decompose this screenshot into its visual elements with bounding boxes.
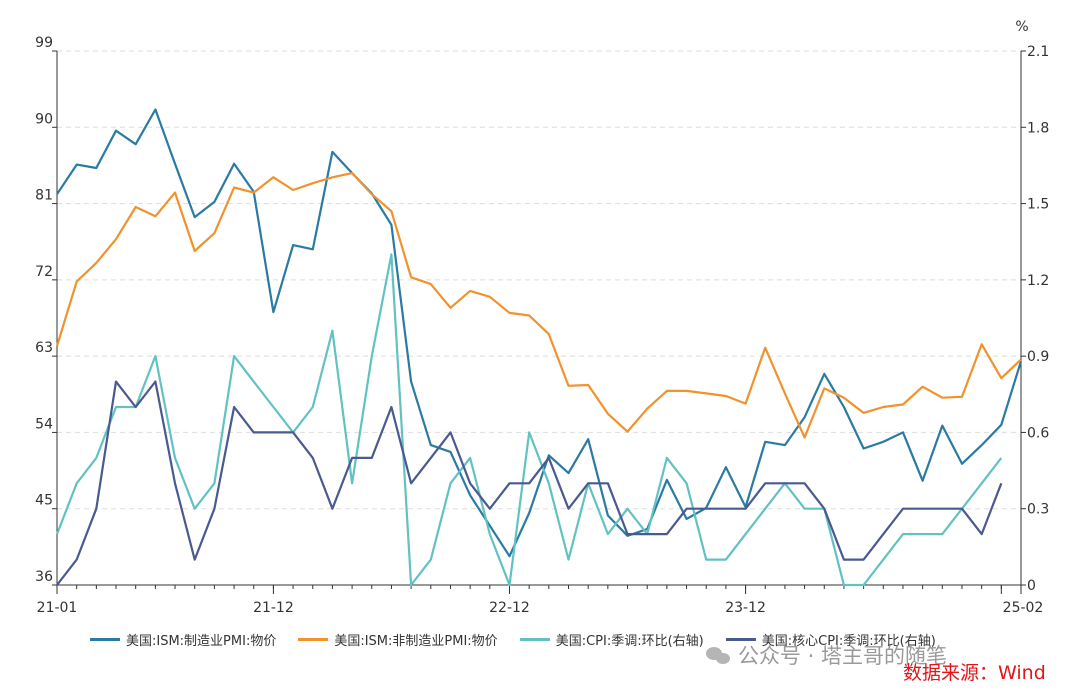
series-line-2: [55, 172, 1022, 439]
legend-item-1: 美国:ISM:制造业PMI:物价: [90, 630, 276, 649]
legend-item-3: 美国:CPI:季调:环比(右轴): [519, 630, 704, 649]
right-tick-label: 0: [1027, 578, 1036, 594]
left-tick-label: 99: [35, 35, 53, 51]
right-tick-label: 0.9: [1027, 349, 1049, 365]
watermark-text: 公众号 · 塔主哥的随笔: [738, 644, 948, 668]
legend-swatch: [519, 638, 550, 641]
left-tick-label: 63: [35, 340, 53, 356]
legend-swatch: [90, 638, 120, 641]
right-tick-label: 1.2: [1027, 273, 1049, 289]
left-tick-label: 45: [35, 493, 53, 509]
right-tick-label: 1.8: [1027, 120, 1049, 136]
watermark: 公众号 · 塔主哥的随笔: [706, 640, 947, 670]
gridlines: [57, 50, 1021, 510]
right-tick-label: 1.5: [1027, 197, 1049, 213]
axes: 36 45 54 63 72 81 90 99 0 0.3 0.6 0.9 1.2 1.5 1.8 2.1 21…: [35, 35, 1049, 616]
x-tick-label: 22-12: [489, 600, 530, 616]
x-tick-label: 25-02: [1003, 600, 1044, 616]
left-tick-label: 90: [35, 111, 53, 127]
x-tick-label: 23-12: [725, 600, 766, 616]
wechat-icon: [706, 645, 732, 665]
series-lines: [55, 108, 1023, 587]
legend-swatch: [298, 638, 329, 641]
legend-item-2: 美国:ISM:非制造业PMI:物价: [298, 630, 498, 649]
data-source: 数据来源：Wind: [903, 662, 1046, 684]
line-chart: 36 45 54 63 72 81 90 99 0 0.3 0.6 0.9 1.2 1.5 1.8 2.1 21…: [35, 19, 1049, 616]
right-tick-label: 0.3: [1027, 502, 1049, 518]
right-tick-label: 2.1: [1027, 44, 1049, 60]
series-line-4: [56, 380, 1003, 586]
legend-label: 美国:CPI:季调:环比(右轴): [555, 634, 704, 649]
x-tick-label: 21-12: [253, 600, 294, 616]
legend: 美国:ISM:制造业PMI:物价 美国:ISM:非制造业PMI:物价 美国:CPI:…: [90, 630, 936, 649]
x-tick-label: 21-01: [37, 600, 78, 616]
left-tick-label: 54: [35, 416, 53, 432]
left-tick-label: 81: [35, 188, 53, 204]
series-line-1: [56, 108, 1023, 558]
legend-label: 美国:ISM:制造业PMI:物价: [126, 634, 277, 649]
legend-label: 美国:核心CPI:季调:环比(右轴): [761, 634, 936, 649]
legend-swatch: [725, 638, 756, 641]
legend-item-4: 美国:核心CPI:季调:环比(右轴): [725, 630, 936, 649]
left-tick-label: 72: [35, 264, 53, 280]
right-axis-unit: %: [1015, 19, 1028, 35]
legend-label: 美国:ISM:非制造业PMI:物价: [334, 634, 498, 649]
right-tick-label: 0.6: [1027, 425, 1049, 441]
series-line-3: [55, 253, 1003, 587]
left-tick-label: 36: [35, 569, 53, 585]
